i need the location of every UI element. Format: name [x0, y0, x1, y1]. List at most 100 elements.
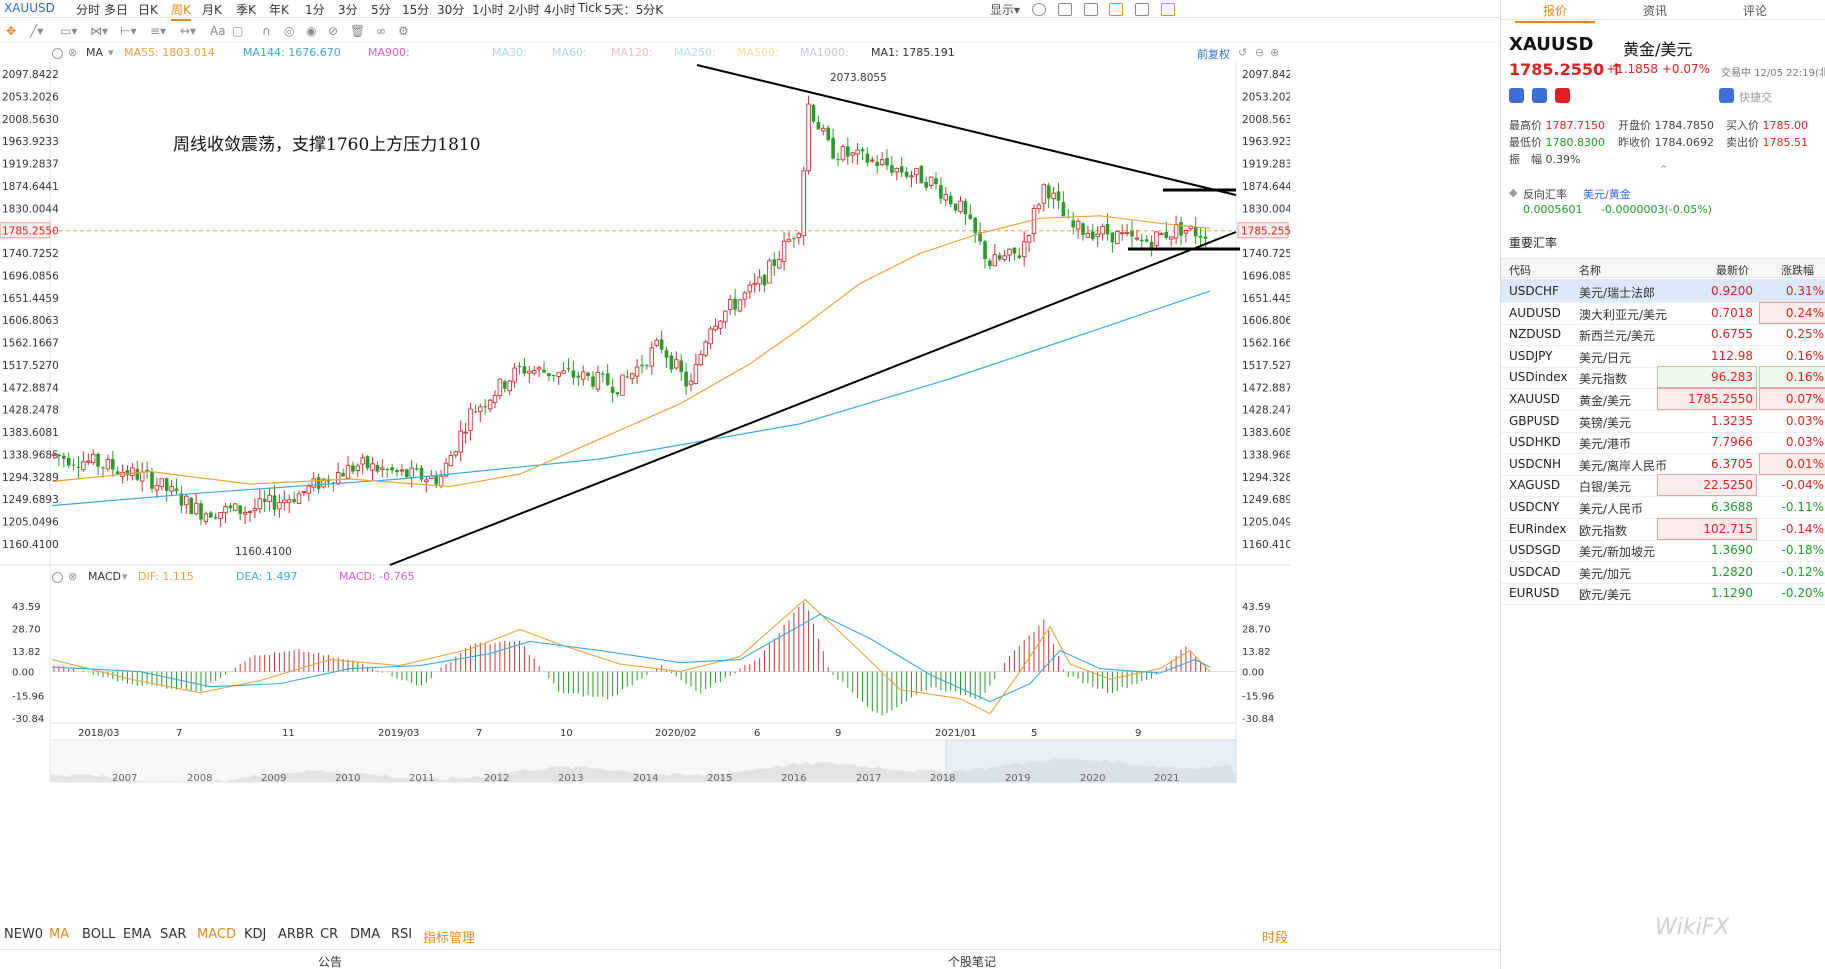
pencil-icon[interactable] [1109, 3, 1124, 16]
settings-icon[interactable]: ⚙ [398, 24, 409, 38]
symbol-selector[interactable]: XAUUSD [4, 1, 55, 15]
period-1[interactable]: 多日 [104, 3, 129, 17]
trash-icon[interactable]: 🗑 [350, 24, 366, 38]
clear-icon[interactable]: ⊘ [328, 24, 339, 38]
table-row[interactable]: USDCAD 美元/加元 1.2820 -0.12% [1501, 560, 1825, 584]
indicator-tab-4[interactable]: SAR [160, 927, 187, 942]
period-10[interactable]: 15分 [402, 3, 430, 17]
ma-item-8[interactable]: MA1000: [800, 46, 849, 59]
indicator-tab-3[interactable]: EMA [123, 927, 152, 942]
checkbox-icon[interactable] [1057, 3, 1072, 16]
ma-item-5[interactable]: MA120: [611, 46, 653, 59]
close-icon[interactable]: ⊗ [68, 46, 78, 59]
measure-tool-icon[interactable]: ⊢▾ [120, 24, 137, 38]
indicator-tab-6[interactable]: KDJ [244, 927, 267, 942]
quick-trade[interactable]: 快捷交 [1739, 91, 1772, 104]
undo-icon[interactable]: ↺ [1238, 46, 1248, 59]
period-11[interactable]: 30分 [437, 3, 465, 17]
lock-icon[interactable]: ◎ [284, 24, 295, 38]
period-6[interactable]: 年K [269, 3, 289, 17]
crosshair-icon[interactable]: ✥ [6, 24, 17, 38]
indicator-tab-11[interactable]: 指标管理 [423, 931, 476, 946]
col-price[interactable]: 最新价 [1716, 264, 1749, 277]
period-5[interactable]: 季K [236, 3, 256, 17]
indicator-tab-2[interactable]: BOLL [82, 927, 116, 942]
table-row[interactable]: GBPUSD 英镑/美元 1.3235 0.03% [1501, 409, 1825, 433]
col-pct[interactable]: 涨跌幅 [1781, 264, 1814, 277]
table-row[interactable]: NZDUSD 新西兰元/美元 0.6755 0.25% [1501, 322, 1825, 347]
table-row[interactable]: USDJPY 美元/日元 112.98 0.16% [1501, 344, 1825, 368]
collapse-icon[interactable]: ⌃ [1659, 163, 1669, 176]
chevron-down-icon[interactable]: ▾ [108, 46, 114, 59]
panel-toggle-icon[interactable] [1161, 3, 1175, 16]
ma-item-0[interactable]: MA55: 1803.014 [124, 46, 215, 59]
table-row[interactable]: AUDUSD 澳大利亚元/美元 0.7018 0.24% [1501, 301, 1825, 325]
note-tool-icon[interactable]: ▢ [232, 24, 244, 38]
table-row[interactable]: USDHKD 美元/港币 7.7966 0.03% [1501, 430, 1825, 455]
tab-news[interactable]: 资讯 [1643, 4, 1668, 18]
minimize-icon[interactable]: ⊖ [1255, 46, 1265, 59]
indicator-tab-7[interactable]: ARBR [278, 927, 314, 942]
period-8[interactable]: 3分 [338, 3, 358, 17]
table-row[interactable]: USDSGD 美元/新加坡元 1.3690 -0.18% [1501, 538, 1825, 563]
table-row[interactable]: USDCNH 美元/离岸人民币 6.3705 0.01% [1501, 452, 1825, 476]
bell-icon[interactable] [1719, 88, 1734, 103]
text-tool-icon[interactable]: Aa [210, 24, 226, 38]
indicator-tab-0[interactable]: NEW0 [4, 927, 44, 942]
rect-tool-icon[interactable]: ▭▾ [60, 24, 78, 38]
arrow-tool-icon[interactable]: ↔▾ [180, 24, 197, 38]
table-row[interactable]: USDCHF 美元/瑞士法郎 0.9200 0.31% [1501, 279, 1825, 303]
table-row[interactable]: EURUSD 欧元/美元 1.1290 -0.20% [1501, 581, 1825, 606]
table-row[interactable]: XAGUSD 白银/美元 22.5250 -0.04% [1501, 473, 1825, 498]
table-row[interactable]: EURindex 欧元指数 102.715 -0.14% [1501, 517, 1825, 541]
period-12[interactable]: 1小时 [472, 3, 504, 17]
fib-tool-icon[interactable]: ≡▾ [150, 24, 167, 38]
indicator-tab-1[interactable]: MA [49, 927, 70, 942]
ma-item-1[interactable]: MA144: 1676.670 [243, 46, 341, 59]
close-icon[interactable]: ⊗ [68, 570, 78, 583]
magnet-icon[interactable]: ∩ [262, 24, 271, 38]
period-3[interactable]: 周K [171, 3, 191, 21]
camera-icon[interactable] [1083, 3, 1098, 16]
candlestick-chart[interactable]: 2097.8422 2097.8422 2053.2026 2053.2026 2008… [0, 0, 1290, 922]
indicator-tab-9[interactable]: DMA [350, 927, 381, 942]
period-13[interactable]: 2小时 [508, 3, 540, 17]
adjust-toggle[interactable]: 前复权 [1197, 48, 1230, 61]
line-tool-icon[interactable]: ╱▾ [30, 24, 44, 38]
period-14[interactable]: 4小时 [544, 3, 576, 17]
period-4[interactable]: 月K [202, 3, 222, 17]
tab-comments[interactable]: 评论 [1743, 4, 1768, 18]
ma-item-3[interactable]: MA30: [492, 46, 527, 59]
indicator-tab-10[interactable]: RSI [391, 927, 413, 942]
bookmark-icon[interactable] [1532, 88, 1547, 103]
fork-tool-icon[interactable]: ⋈▾ [90, 24, 109, 38]
link-icon[interactable]: ∞ [376, 24, 386, 38]
gear-icon[interactable] [52, 48, 63, 59]
maximize-icon[interactable]: ⊕ [1270, 46, 1280, 59]
ma-item-7[interactable]: MA500: [737, 46, 779, 59]
ma-item-2[interactable]: MA900: [368, 46, 410, 59]
col-name[interactable]: 名称 [1579, 264, 1601, 277]
ma-item-4[interactable]: MA60: [552, 46, 587, 59]
hide-icon[interactable]: ◉ [306, 24, 317, 38]
display-menu[interactable]: 显示 [989, 3, 1014, 17]
indicator-tab-8[interactable]: CR [320, 927, 339, 942]
display-settings[interactable]: 显示▾ [990, 1, 1175, 18]
globe-icon[interactable] [1509, 88, 1524, 103]
notes-link[interactable]: 个股笔记 [948, 955, 997, 969]
period-16[interactable]: 5天：5分K [604, 3, 664, 17]
plus-icon[interactable] [1555, 88, 1570, 103]
ma-label[interactable]: MA [86, 46, 104, 59]
ma-item-9[interactable]: MA1: 1785.191 [871, 46, 955, 59]
reverse-pair[interactable]: 美元/黄金 [1583, 188, 1631, 201]
announcement-link[interactable]: 公告 [318, 955, 343, 969]
period-2[interactable]: 日K [138, 3, 158, 17]
gear-icon[interactable] [1031, 3, 1046, 16]
fullscreen-icon[interactable] [1135, 3, 1150, 16]
col-code[interactable]: 代码 [1509, 264, 1531, 277]
period-15[interactable]: Tick [578, 1, 602, 15]
macd-label[interactable]: MACD [88, 570, 121, 583]
period-9[interactable]: 5分 [371, 3, 391, 17]
indicator-tab-5[interactable]: MACD [197, 927, 236, 942]
table-row[interactable]: USDCNY 美元/人民币 6.3688 -0.11% [1501, 495, 1825, 519]
